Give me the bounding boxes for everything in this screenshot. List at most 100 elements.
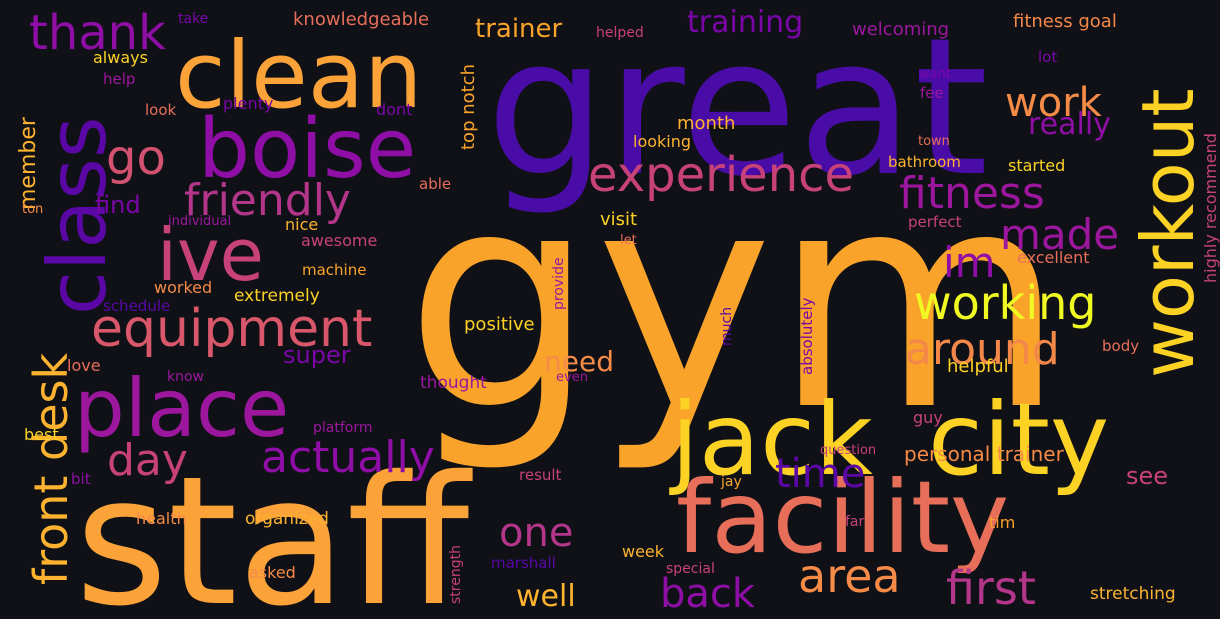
word-highly-recommend: highly recommend: [1201, 133, 1220, 283]
word-fee: fee: [920, 84, 944, 102]
word-staff: staff: [75, 437, 470, 619]
word-friendly: friendly: [184, 174, 351, 226]
word-even: even: [556, 369, 588, 385]
word-tim: tim: [989, 513, 1016, 533]
word-schedule: schedule: [103, 297, 171, 315]
word-far: far: [845, 513, 865, 530]
word-month: month: [677, 112, 736, 134]
word-time: time: [775, 451, 866, 497]
word-working: working: [914, 276, 1097, 331]
word-knowledgeable: knowledgeable: [293, 8, 430, 30]
word-plenty: plenty: [223, 94, 274, 114]
word-really: really: [1028, 107, 1111, 142]
word-area: area: [798, 549, 901, 604]
word-extremely: extremely: [234, 286, 320, 307]
word-looking: looking: [633, 132, 692, 152]
word-marshall: marshall: [491, 554, 556, 572]
word-best: best: [24, 425, 59, 445]
word-lot: lot: [1038, 48, 1058, 66]
word-positive: positive: [464, 313, 535, 335]
word-clean: clean: [175, 22, 423, 130]
word-see: see: [1126, 461, 1169, 490]
word-thank: thank: [29, 4, 166, 61]
word-work: work: [1005, 80, 1102, 126]
word-trainer: trainer: [475, 14, 563, 45]
word-top-notch: top notch: [458, 63, 479, 150]
word-around: around: [905, 323, 1060, 375]
word-jack: jack: [671, 381, 873, 498]
word-jay: jay: [721, 473, 742, 490]
word-provide: provide: [551, 257, 567, 310]
word-fitness-goal: fitness goal: [1013, 10, 1117, 32]
word-help: help: [103, 70, 136, 88]
word-dont: dont: [376, 100, 413, 120]
word-started: started: [1008, 156, 1066, 176]
word-actually: actually: [261, 431, 435, 483]
word-ive: ive: [157, 213, 264, 298]
word-always: always: [93, 48, 148, 68]
word-perfect: perfect: [908, 213, 962, 231]
word-week: week: [622, 542, 665, 562]
word-gym: gym: [405, 127, 1066, 476]
word-super: super: [283, 340, 351, 369]
word-city: city: [928, 381, 1110, 498]
word-individual: individual: [168, 213, 232, 229]
word-look: look: [145, 101, 177, 119]
word-health: health: [136, 509, 187, 529]
word-helped: helped: [596, 24, 644, 41]
word-stretching: stretching: [1090, 584, 1176, 605]
word-thought: thought: [420, 373, 487, 394]
word-facility: facility: [676, 459, 1010, 576]
word-im: im: [943, 238, 996, 288]
word-training: training: [687, 5, 804, 40]
word-let: let: [620, 232, 637, 248]
word-special: special: [666, 560, 715, 577]
word-back: back: [660, 571, 756, 617]
word-boise: boise: [198, 102, 417, 198]
word-great: great: [486, 0, 989, 218]
word-place: place: [74, 362, 290, 455]
word-need: need: [544, 344, 614, 378]
word-much: much: [719, 306, 735, 346]
word-bit: bit: [71, 470, 91, 488]
word-ton: ton: [22, 201, 44, 217]
word-well: well: [516, 579, 576, 614]
word-bathroom: bathroom: [888, 153, 961, 171]
word-equipment: equipment: [91, 299, 373, 360]
word-helpful: helpful: [947, 355, 1009, 377]
word-able: able: [419, 175, 452, 193]
word-absolutely: absolutely: [798, 297, 816, 375]
word-front-desk: front desk: [24, 352, 78, 585]
word-nice: nice: [285, 215, 319, 235]
word-personal-trainer: personal trainer: [904, 442, 1064, 466]
word-member: member: [16, 117, 41, 210]
word-experience: experience: [588, 146, 855, 203]
word-find: find: [95, 190, 141, 219]
word-made: made: [1000, 210, 1120, 260]
word-day: day: [107, 434, 188, 486]
word-organized: organized: [245, 509, 329, 530]
word-go: go: [106, 129, 166, 186]
word-guy: guy: [913, 408, 943, 428]
word-awesome: awesome: [301, 231, 378, 251]
word-one: one: [499, 510, 574, 556]
word-workout: workout: [1126, 88, 1210, 378]
word-take: take: [178, 10, 209, 27]
word-result: result: [519, 466, 562, 484]
word-first: first: [946, 561, 1036, 616]
word-welcoming: welcoming: [852, 18, 950, 40]
word-platform: platform: [313, 419, 373, 436]
word-body: body: [1102, 337, 1140, 355]
word-love: love: [67, 356, 101, 376]
word-want: want: [919, 66, 951, 82]
word-excellent: excellent: [1017, 248, 1090, 268]
word-machine: machine: [302, 261, 367, 279]
word-worked: worked: [154, 278, 213, 298]
word-visit: visit: [600, 208, 638, 230]
word-asked: asked: [249, 563, 296, 583]
word-fitness: fitness: [899, 167, 1045, 219]
word-town: town: [918, 133, 950, 149]
word-strength: strength: [448, 545, 464, 604]
word-question: question: [820, 442, 877, 458]
